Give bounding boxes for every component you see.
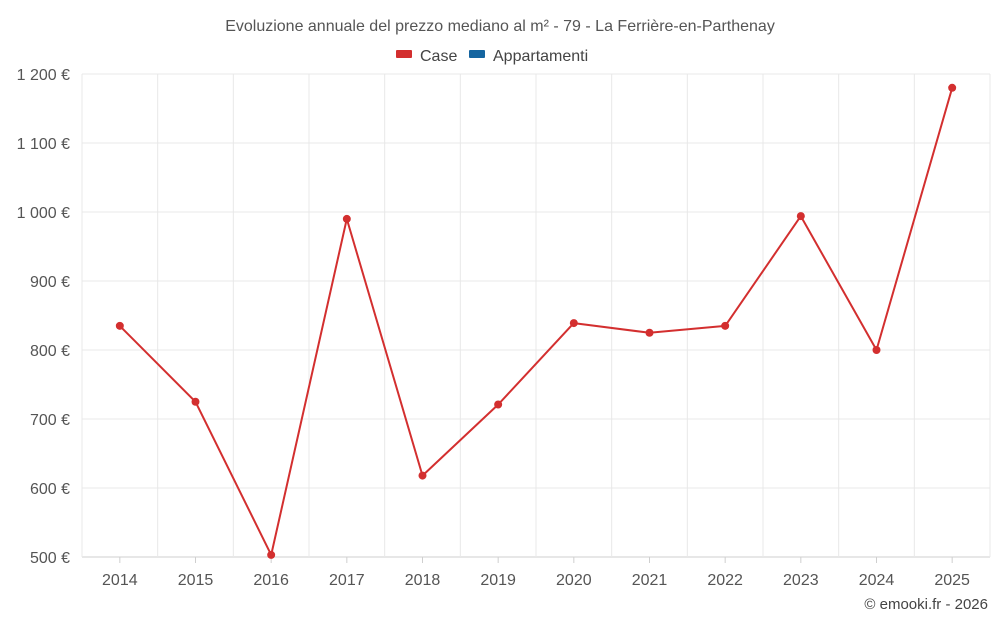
- x-tick-label: 2014: [102, 572, 138, 589]
- x-tick-label: 2017: [329, 572, 365, 589]
- legend: Case Appartamenti: [396, 48, 588, 65]
- credit: © emooki.fr - 2026: [864, 596, 988, 613]
- x-tick-label: 2024: [859, 572, 895, 589]
- data-point[interactable]: [721, 321, 730, 330]
- data-point[interactable]: [342, 214, 351, 223]
- grid: [81, 73, 991, 558]
- x-tick-label: 2018: [405, 572, 441, 589]
- x-tick-label: 2019: [480, 572, 516, 589]
- x-tick-label: 2025: [934, 572, 970, 589]
- data-point[interactable]: [267, 550, 276, 559]
- series-line-case: [119, 87, 954, 556]
- legend-swatch-case[interactable]: [396, 50, 412, 58]
- legend-label-case[interactable]: Case: [420, 48, 457, 65]
- y-axis: 500 € 600 € 700 € 800 € 900 € 1 000 € 1 100 € 1…: [17, 67, 70, 567]
- y-tick-label: 900 €: [30, 274, 70, 291]
- data-point[interactable]: [494, 400, 503, 409]
- data-point[interactable]: [796, 212, 805, 221]
- data-point[interactable]: [418, 471, 427, 480]
- x-tick-label: 2022: [707, 572, 743, 589]
- chart-title: Evoluzione annuale del prezzo mediano al…: [225, 18, 775, 35]
- legend-label-appartamenti[interactable]: Appartamenti: [493, 48, 588, 65]
- x-tick-label: 2016: [253, 572, 289, 589]
- y-tick-label: 700 €: [30, 412, 70, 429]
- y-tick-label: 500 €: [30, 550, 70, 567]
- x-axis: 2014 2015 2016 2017 2018 2019 2020 2021 2022 2023…: [102, 557, 970, 589]
- y-tick-label: 1 100 €: [17, 136, 70, 153]
- data-point[interactable]: [569, 319, 578, 328]
- x-tick-label: 2023: [783, 572, 819, 589]
- x-tick-label: 2020: [556, 572, 592, 589]
- data-point[interactable]: [645, 328, 654, 337]
- y-tick-label: 600 €: [30, 481, 70, 498]
- data-point[interactable]: [948, 83, 957, 92]
- legend-swatch-appartamenti[interactable]: [469, 50, 485, 58]
- data-point[interactable]: [191, 397, 200, 406]
- y-tick-label: 1 000 €: [17, 205, 70, 222]
- y-tick-label: 800 €: [30, 343, 70, 360]
- data-point[interactable]: [115, 321, 124, 330]
- plot-area: [115, 83, 957, 559]
- data-point[interactable]: [872, 346, 881, 354]
- x-tick-label: 2021: [632, 572, 668, 589]
- y-tick-label: 1 200 €: [17, 67, 70, 84]
- x-tick-label: 2015: [178, 572, 214, 589]
